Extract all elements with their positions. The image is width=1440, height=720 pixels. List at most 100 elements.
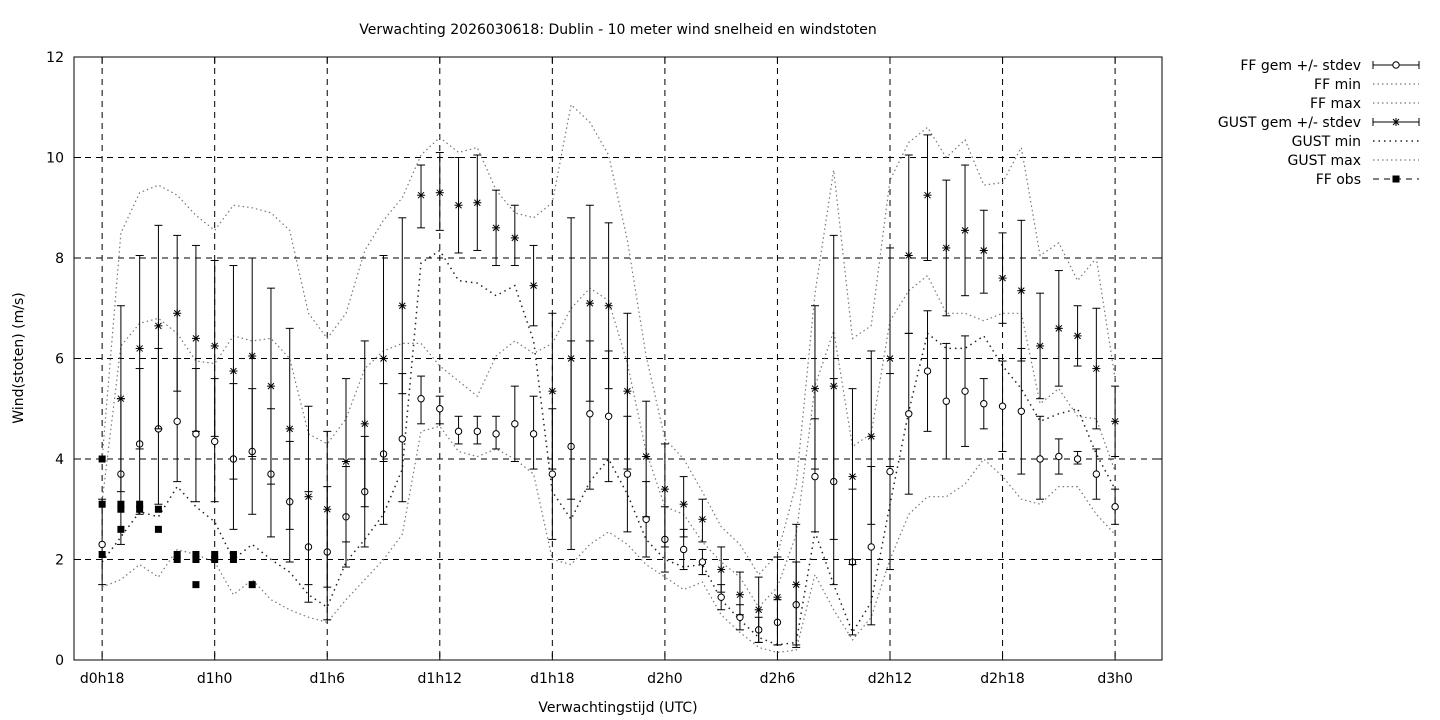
gust-gem-point (660, 485, 669, 494)
y-tick-label: 4 (55, 452, 64, 468)
gust-gem-point (735, 590, 744, 599)
star-stroke (1036, 342, 1044, 350)
ff-obs-point (248, 581, 256, 589)
star-stroke (473, 199, 481, 207)
star-stroke (867, 433, 875, 440)
star-stroke (567, 355, 575, 362)
gust-gem-point (1092, 364, 1101, 373)
gust-gem-point (285, 424, 294, 433)
ff-gem-point (905, 410, 913, 418)
gust-gem-point (304, 492, 313, 501)
star-stroke (1074, 332, 1081, 340)
legend-star-marker (1392, 118, 1400, 126)
star-stroke (173, 309, 181, 317)
gust-gem-point (454, 201, 463, 210)
ff-gem-point (473, 427, 482, 436)
gust-gem-point (1054, 324, 1063, 333)
star-stroke (323, 505, 331, 513)
gust-gem-point (154, 321, 163, 330)
ff-obs-point (117, 500, 125, 508)
x-axis: d0h18 d1h0 d1h6 d1h12 d1h18 d2h0 d2h6 d2h12 d2h1… (80, 57, 1133, 687)
gust-gem-point (379, 354, 388, 363)
y-tick-label: 8 (55, 251, 64, 267)
gust-gem-point (904, 251, 913, 260)
ff-obs-point (154, 505, 162, 513)
gust-gem-point (810, 384, 819, 393)
star-stroke (286, 425, 294, 433)
gust-gem-point (435, 188, 444, 197)
star-stroke (942, 244, 950, 252)
ff-gem-point (604, 412, 613, 420)
gust-gem-point (229, 367, 238, 376)
star-stroke (436, 189, 444, 197)
gust-gem-point (585, 299, 594, 308)
star-stroke (117, 395, 125, 403)
star-stroke (267, 382, 275, 390)
y-tick-label: 6 (55, 352, 64, 368)
star-stroke (774, 593, 781, 601)
star-stroke (342, 458, 350, 465)
star-stroke (642, 453, 650, 460)
ff-gem-point (961, 387, 969, 395)
gust-gem-point (867, 432, 876, 441)
legend-square-marker (1392, 175, 1400, 183)
ff-obs-point (98, 550, 106, 558)
ff-obs-point (173, 550, 181, 558)
star-stroke (380, 355, 387, 362)
ff-gem-point (1036, 455, 1044, 463)
ff-obs-point (173, 556, 181, 563)
ff-obs-point (98, 500, 106, 508)
star-stroke (830, 382, 838, 390)
star-stroke (792, 581, 800, 588)
gust-gem-point (1073, 331, 1082, 340)
ff-gem-point (98, 540, 106, 549)
gust-gem-point (754, 605, 763, 614)
gust-gem-point (604, 301, 613, 310)
ff-gem-point (1092, 470, 1101, 478)
gust-gem-point (773, 593, 782, 602)
star-stroke (811, 385, 819, 393)
gust-gem-point (510, 233, 519, 242)
gust-gem-point (1017, 286, 1026, 295)
x-tick-label: d3h0 (1097, 671, 1133, 687)
gust-gem-point (567, 354, 576, 363)
gust-gem-point (266, 382, 275, 391)
y-axis: 0 2 4 6 8 10 12 (46, 50, 1162, 669)
ff-obs-point (211, 550, 219, 558)
star-stroke (548, 387, 556, 395)
star-stroke (717, 566, 725, 573)
x-tick-label: d1h0 (197, 671, 233, 687)
star-stroke (924, 191, 931, 199)
legend-label: FF min (1314, 77, 1361, 93)
ff-gem-point (1055, 452, 1063, 461)
line-gust-min (101, 249, 1116, 646)
star-stroke (1092, 365, 1100, 372)
star-stroke (1017, 287, 1025, 295)
ff-obs-point (117, 525, 125, 533)
star-stroke (736, 591, 744, 599)
ff-gem-point (529, 430, 538, 438)
x-tick-label: d1h18 (530, 671, 574, 687)
legend-label: GUST gem +/- stdev (1218, 115, 1361, 131)
star-stroke (699, 515, 706, 523)
star-stroke (680, 500, 688, 508)
legend-circle-marker (1392, 61, 1400, 69)
x-tick-label: d1h6 (309, 671, 345, 687)
gust-gem-point (998, 274, 1007, 283)
star-stroke (530, 282, 537, 289)
gust-gem-point (792, 580, 801, 589)
gust-gem-point (642, 452, 651, 461)
ff-gem-point (173, 417, 181, 426)
ff-gem-point (511, 420, 519, 428)
star-stroke (1055, 324, 1063, 332)
ff-obs-point (192, 581, 200, 589)
gust-gem-point (961, 226, 970, 235)
gust-gem-point (886, 354, 894, 363)
star-stroke (849, 473, 856, 480)
ff-obs-series (98, 455, 256, 589)
ff-gem-point (1111, 503, 1119, 511)
ff-gem-point (548, 470, 557, 478)
gust-gem-point (492, 223, 501, 232)
x-tick-label: d2h6 (760, 671, 796, 687)
gust-gem-point (923, 191, 932, 200)
